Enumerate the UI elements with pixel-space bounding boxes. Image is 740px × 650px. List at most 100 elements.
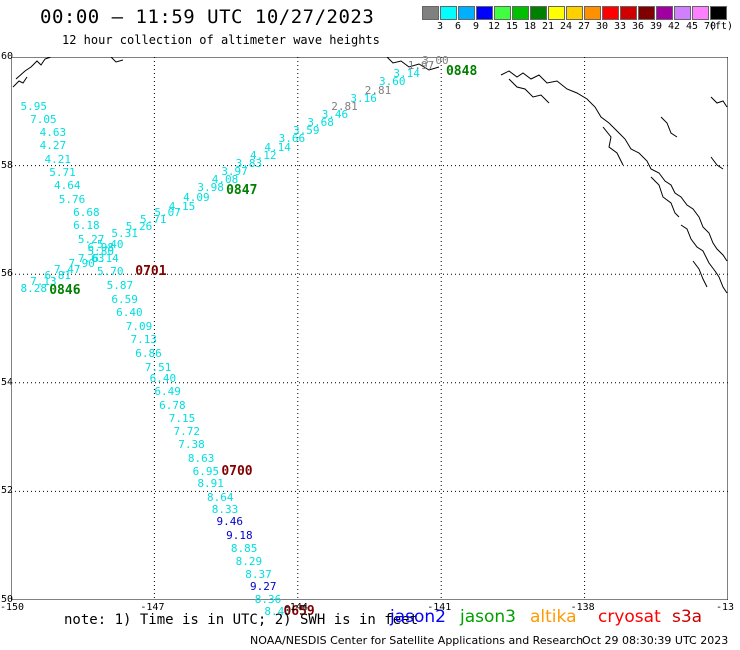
wave-height-value: 7.15 — [168, 412, 196, 426]
scale-label: 6 — [454, 21, 462, 32]
scale-label: 21 — [541, 21, 555, 32]
scale-swatch — [710, 6, 727, 20]
scale-swatch — [476, 6, 493, 20]
lat-label: 56 — [1, 268, 14, 280]
color-scale-legend: 3 6 9 12 15 18 21 24 27 30 33 36 39 42 45 70 (ft) — [422, 6, 733, 34]
wave-height-value: 8.29 — [235, 554, 263, 568]
wave-height-value: 6.81 — [44, 269, 71, 283]
lat-label: 60 — [1, 51, 14, 62]
wave-height-value: 5.71 — [49, 166, 76, 180]
wave-height-value: 8.91 — [197, 477, 224, 491]
lat-label: 58 — [1, 159, 14, 171]
satellite-altika: altika — [530, 607, 577, 627]
scale-swatch — [674, 6, 691, 20]
scale-label: 27 — [577, 21, 591, 32]
scale-swatch — [458, 6, 475, 20]
wave-height-value: 3.60 — [379, 75, 406, 89]
wave-height-value: 5.07 — [154, 205, 181, 219]
wave-height-value: 3.66 — [278, 132, 306, 146]
lon-label: -144 — [283, 602, 308, 613]
wave-height-value: 3.14 — [393, 67, 420, 81]
wave-height-value: 5.95 — [20, 99, 48, 113]
wave-height-value: 3.00 — [422, 53, 449, 67]
wave-height-value: 5.40 — [97, 238, 124, 252]
scale-label: 36 — [631, 21, 645, 32]
wave-height-value: 4.14 — [264, 140, 291, 154]
scale-label: 24 — [559, 21, 573, 32]
scale-label: 39 — [649, 21, 663, 32]
credit-text: NOAA/NESDIS Center for Satellite Applica… — [250, 634, 584, 647]
wave-height-value: 3.59 — [293, 124, 320, 138]
page-title: 00:00 — 11:59 UTC 10/27/2023 — [40, 6, 375, 28]
scale-swatch — [602, 6, 619, 20]
wave-height-value: 5.80 — [87, 245, 114, 259]
wave-height-value: 7.51 — [144, 360, 172, 374]
scale-label: 45 — [685, 21, 699, 32]
wave-height-value: 3.98 — [197, 181, 224, 195]
wave-height-value: 4.12 — [250, 148, 277, 162]
wave-height-value: 6.14 — [92, 251, 119, 265]
wave-height-value: 5.27 — [77, 232, 105, 246]
pass-id-label: 0846 — [49, 283, 81, 299]
map-canvas — [11, 57, 728, 600]
wave-height-value: 4.08 — [211, 173, 239, 187]
wave-height-value: 8.63 — [187, 451, 215, 465]
wave-height-value: 7.13 — [30, 274, 57, 288]
wave-height-value: 6.86 — [135, 346, 162, 360]
scale-unit: (ft) — [708, 21, 734, 32]
wave-height-value: 6.95 — [192, 464, 220, 478]
map-panel: 8.28 7.13 6.81 7.47 7.90 7.63 6.14 5.80 5.40 5.31… — [0, 51, 734, 618]
scale-swatch — [512, 6, 529, 20]
pass-id-label: 0848 — [445, 63, 478, 79]
wave-height-value: 7.72 — [173, 424, 201, 438]
pass-id-label: 0701 — [135, 264, 167, 280]
wave-height-value: 6.78 — [159, 398, 186, 412]
wave-height-value: 4.64 — [54, 178, 81, 192]
satellite-jason3: jason3 — [460, 607, 516, 627]
wave-height-value: 6.49 — [154, 384, 181, 398]
pass-id-label: 0659 — [283, 603, 315, 619]
wave-height-value: 8.85 — [230, 542, 258, 556]
wave-height-value: 7.38 — [178, 437, 205, 451]
wave-height-value: 5.70 — [97, 265, 124, 279]
coastline — [12, 57, 728, 294]
wave-height-value: 8.33 — [211, 502, 239, 516]
wave-height-value: 8.28 — [20, 281, 48, 295]
wave-height-value: 2.81 — [331, 99, 358, 113]
lon-label: -13 — [716, 602, 735, 613]
satellite-jason2: jason2 — [390, 607, 446, 627]
wave-height-value: 4.21 — [44, 153, 71, 167]
wave-height-value: 5.31 — [111, 227, 138, 241]
wave-height-value: 3.83 — [235, 156, 263, 170]
wave-height-value: 8.43 — [264, 604, 291, 618]
scale-swatch — [620, 6, 637, 20]
scale-label: 33 — [613, 21, 627, 32]
wave-height-value: 7.05 — [30, 113, 57, 127]
scale-swatch — [440, 6, 457, 20]
scale-swatch — [422, 6, 439, 20]
satellite-cryosat: cryosat — [598, 607, 661, 627]
wave-height-value: 7.47 — [54, 262, 81, 276]
wave-height-value: 5.76 — [58, 193, 86, 207]
lat-label: 52 — [1, 485, 14, 497]
satellite-s3a: s3a — [672, 607, 703, 627]
wave-height-value: 9.27 — [250, 580, 277, 594]
scale-label: 15 — [505, 21, 519, 32]
wave-height-value: 2.81 — [364, 83, 392, 97]
wave-height-value: 4.09 — [183, 191, 210, 205]
scale-swatch — [530, 6, 547, 20]
graticule — [11, 57, 728, 600]
wave-height-value: 9.46 — [216, 515, 244, 529]
wave-height-value: 7.90 — [68, 257, 95, 271]
wave-height-value: 5.26 — [125, 220, 153, 234]
scale-label: 18 — [523, 21, 537, 32]
scale-swatch — [566, 6, 583, 20]
scale-label: 70 — [703, 21, 717, 32]
wave-height-value: 1.97 — [407, 59, 435, 73]
timestamp: Oct 29 08:30:39 UTC 2023 — [582, 634, 729, 647]
scale-swatch — [584, 6, 601, 20]
scale-swatch — [494, 6, 511, 20]
wave-height-value: 5.71 — [140, 212, 167, 226]
pass-id-label: 0847 — [226, 183, 258, 199]
wave-height-value: 3.16 — [350, 91, 377, 105]
